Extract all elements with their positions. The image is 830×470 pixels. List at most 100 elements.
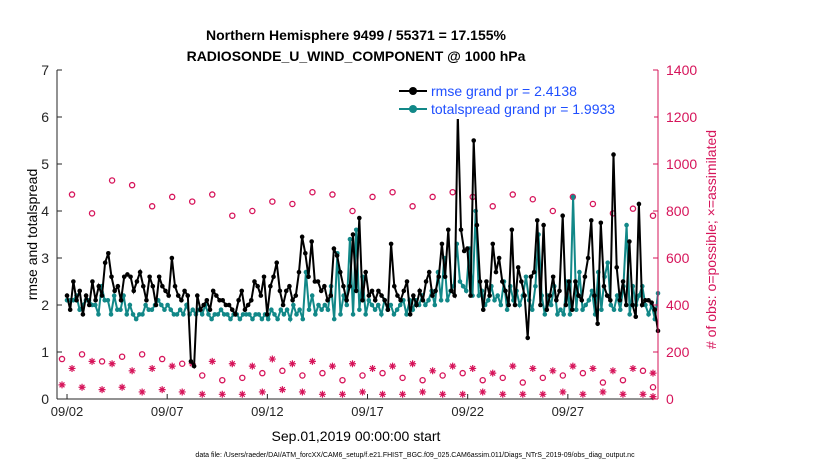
totalspread-point [306,307,312,313]
rmse-point [223,302,229,308]
rmse-point [382,298,388,303]
obs-assimilated-marker [359,388,367,396]
totalspread-point [611,307,617,313]
totalspread-point [102,298,108,303]
totalspread-point [580,307,585,313]
rmse-point [299,234,305,240]
rmse-point [411,293,416,298]
totalspread-point [174,312,180,317]
rmse-point [166,293,171,298]
obs-assimilated-marker [559,388,567,396]
totalspread-point [143,302,148,308]
totalspread-point [309,293,315,298]
obs-possible-marker [559,372,567,379]
rmse-point [519,279,524,284]
rmse-point [506,302,511,308]
rmse-point [258,293,264,298]
totalspread-point [93,302,98,308]
rmse-point [233,312,238,317]
obs-assimilated-marker [168,362,176,370]
obs-possible-marker [158,355,166,363]
totalspread-point [353,227,359,233]
rmse-point [147,274,152,280]
rmse-point [471,138,477,143]
obs-possible-marker [619,376,627,384]
rmse-point [220,298,226,303]
rmse-point [353,288,359,294]
totalspread-point [331,316,337,322]
obs-possible-marker [499,374,506,382]
obs-possible-marker [269,198,276,205]
rmse-point [172,283,178,289]
rmse-point [487,293,492,298]
rmse-point [337,269,343,275]
rmse-point [620,279,626,284]
totalspread-point [96,312,101,317]
obs-assimilated-marker [549,367,557,375]
obs-possible-marker [649,212,657,219]
obs-possible-marker [319,369,326,377]
rmse-point [309,239,314,244]
rmse-point [563,302,569,308]
rmse-point [515,265,521,270]
obs-possible-marker [138,351,146,358]
totalspread-point [643,302,648,308]
rmse-point [636,201,642,207]
rmse-point [283,288,289,294]
totalspread-point [347,236,353,242]
obs-assimilated-marker [238,390,246,398]
totalspread-point [287,316,293,322]
obs-possible-marker [349,207,356,215]
rmse-point [77,288,83,294]
rmse-point [239,288,245,294]
totalspread-point [573,307,579,313]
totalspread-point [627,312,633,317]
rmse-point [264,312,270,317]
obs-possible-marker [259,369,266,377]
totalspread-point [225,312,230,317]
rmse-point [128,274,133,280]
y-tick-label-right: 1200 [666,109,697,125]
rmse-point [379,293,384,298]
totalspread-point [498,302,504,308]
rmse-point [544,307,550,313]
obs-assimilated-marker [108,360,116,368]
obs-possible-marker [649,383,657,391]
x-tick-label: 09/22 [451,404,484,419]
totalspread-point [108,312,114,317]
rmse-point [67,307,73,313]
obs-possible-marker [178,360,186,367]
y-axis-label-left: rmse and totalspread [24,169,40,301]
rmse-point [350,232,356,237]
x-tick-label: 09/12 [251,404,284,419]
rmse-point [328,293,334,298]
obs-possible-marker [409,203,416,210]
totalspread-point [463,288,469,294]
totalspread-point [140,312,145,317]
obs-assimilated-marker [439,390,447,398]
totalspread-point [199,312,205,317]
rmse-point [395,293,400,298]
totalspread-point [485,298,491,303]
rmse-point [175,293,181,298]
rmse-point [102,260,108,266]
obs-assimilated-marker [148,364,156,372]
obs-possible-marker [249,207,256,215]
totalspread-point [445,298,450,303]
rmse-point [93,298,98,303]
rmse-point [163,288,168,294]
rmse-point [188,359,194,364]
obs-assimilated-marker [178,388,186,396]
obs-assimilated-marker [449,362,457,370]
obs-assimilated-marker [118,383,126,391]
rmse-point [226,302,232,308]
totalspread-point [319,307,324,313]
obs-assimilated-marker [569,362,577,370]
totalspread-point [460,283,466,289]
rmse-point [90,279,95,284]
totalspread-point [577,269,582,275]
rmse-point [582,274,588,280]
rmse-point [217,298,222,303]
rmse-point [538,302,543,308]
obs-assimilated-marker [399,390,407,398]
